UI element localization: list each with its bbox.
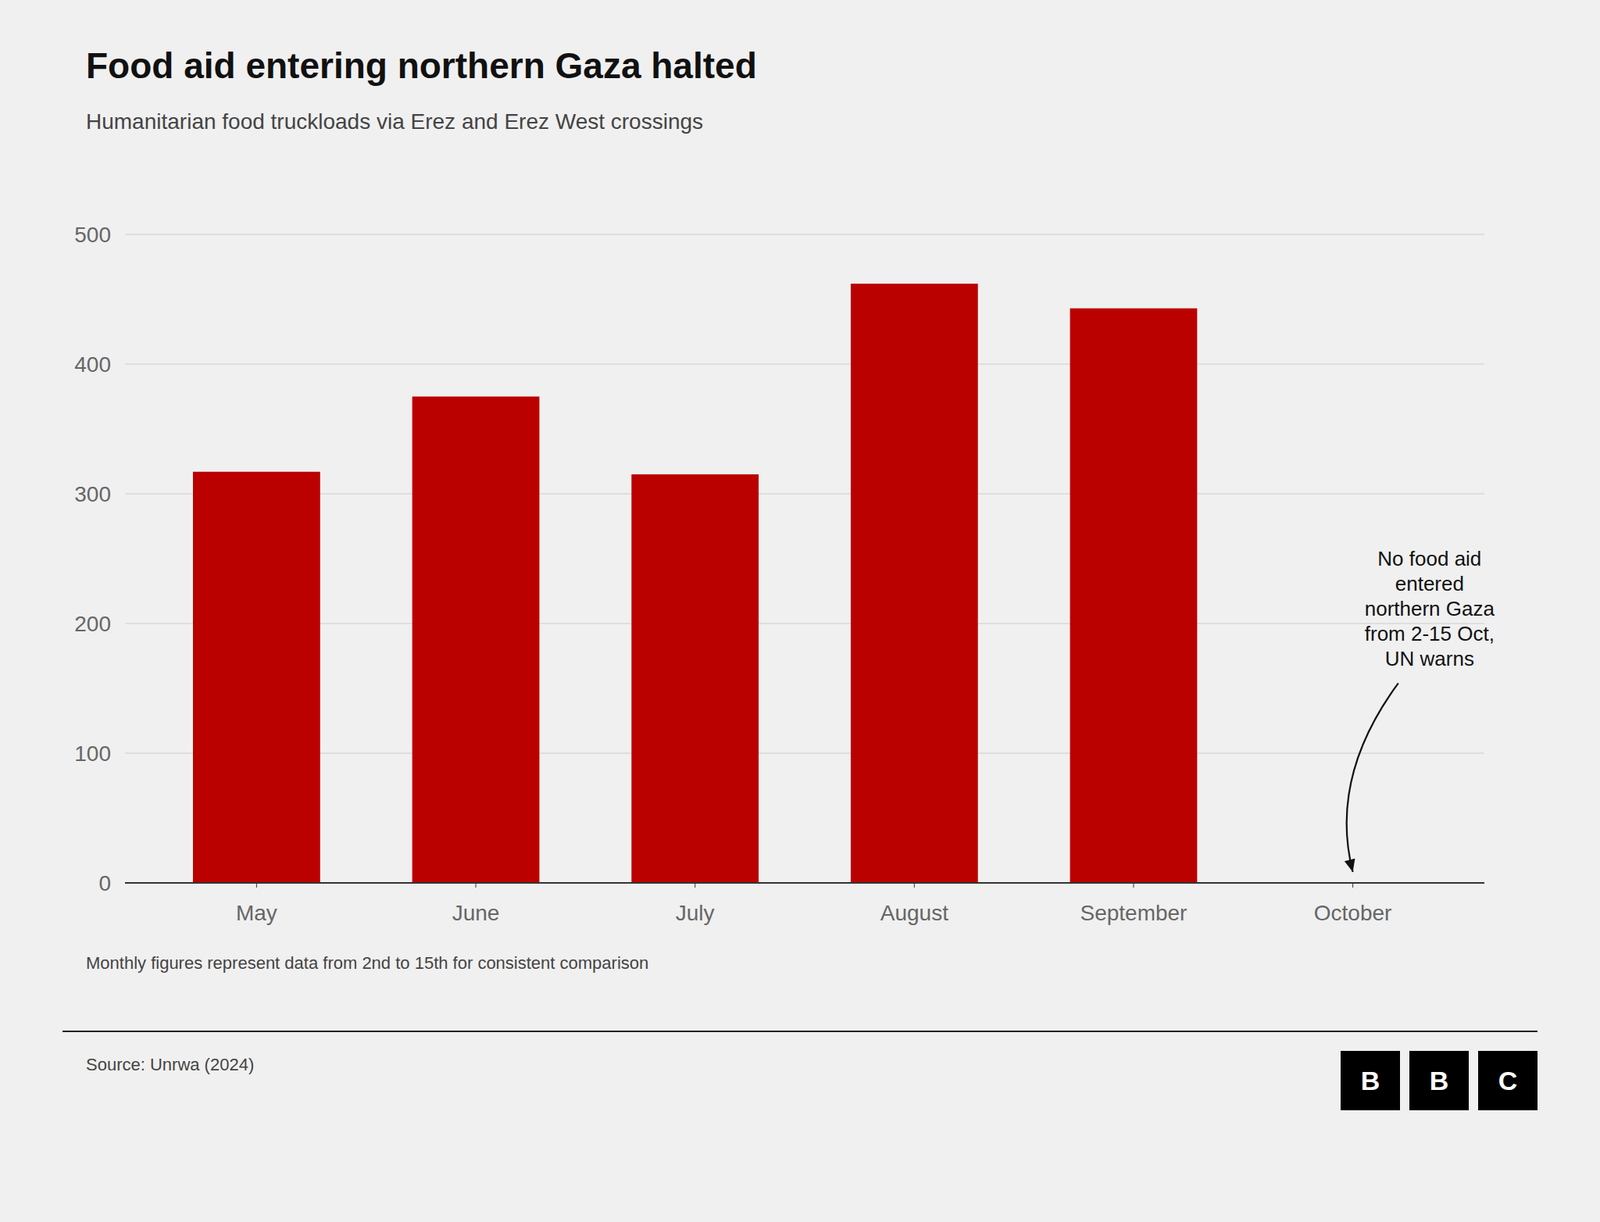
bar [631, 474, 759, 883]
x-tick [914, 882, 915, 888]
annotation: No food aidenterednorthern Gazafrom 2-15… [1364, 546, 1496, 671]
grid-line [125, 364, 1485, 365]
grid-line [125, 623, 1485, 625]
logo-box [1409, 1050, 1469, 1111]
y-tick-label: 400 [74, 352, 111, 377]
separator [62, 1030, 1538, 1033]
x-tick-label: October [1314, 900, 1393, 925]
logo-letter: B [1360, 1065, 1381, 1096]
y-tick-label: 300 [74, 482, 111, 507]
bar [1070, 308, 1198, 883]
x-tick-label: July [675, 900, 715, 925]
annotation-line: entered [1395, 571, 1465, 596]
y-tick-label: 500 [74, 222, 111, 247]
annotation-arrow [1346, 682, 1399, 872]
annotation-line: UN warns [1385, 646, 1475, 671]
x-tick-label: September [1079, 900, 1187, 925]
y-tick-label: 100 [74, 741, 111, 766]
annotation-line: No food aid [1377, 546, 1482, 571]
bar [850, 283, 979, 883]
logo-letter: C [1498, 1065, 1518, 1096]
x-tick [256, 882, 258, 888]
x-tick [475, 882, 477, 888]
logo: BBC [1340, 1050, 1538, 1111]
grid [125, 234, 1485, 883]
x-axis-line [125, 882, 1485, 884]
logo-box [1478, 1050, 1538, 1111]
grid-line [125, 493, 1485, 495]
bar [412, 396, 540, 884]
x-tick-label: May [235, 900, 278, 925]
annotation-line: northern Gaza [1364, 596, 1496, 621]
x-tick [1352, 882, 1354, 888]
y-tick-label: 0 [98, 871, 111, 896]
bars [192, 283, 1197, 883]
annotation-arrowhead [1344, 858, 1356, 872]
annotation-line: from 2-15 Oct, [1364, 621, 1495, 646]
footer-note: Monthly figures represent data from 2nd … [85, 953, 649, 973]
title: Food aid entering northern Gaza halted [85, 45, 758, 86]
source: Source: Unrwa (2024) [85, 1054, 254, 1075]
x-tick-label: June [452, 900, 500, 925]
grid-line [125, 882, 1485, 884]
background [0, 0, 1600, 1222]
logo-letter: B [1429, 1065, 1450, 1096]
x-tick [1132, 882, 1134, 888]
bar [192, 471, 321, 883]
y-tick-label: 200 [74, 611, 111, 636]
logo-box [1340, 1050, 1400, 1111]
subtitle: Humanitarian food truckloads via Erez an… [85, 109, 704, 134]
x-tick-label: August [880, 900, 949, 925]
chart: Food aid entering northern Gaza halted Hu… [0, 0, 1600, 1222]
grid-line [125, 753, 1485, 754]
x-tick [694, 882, 696, 888]
grid-line [125, 234, 1485, 236]
